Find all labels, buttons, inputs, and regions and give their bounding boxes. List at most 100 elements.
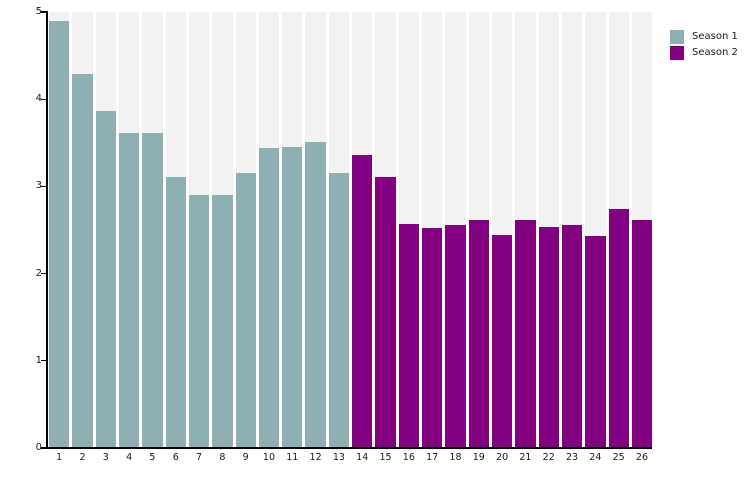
x-tick-label: 3 xyxy=(102,452,109,463)
bar-5 xyxy=(142,133,163,448)
bar-12 xyxy=(305,141,326,448)
bar-backdrop-column xyxy=(538,12,559,448)
legend: Season 1 Season 2 xyxy=(670,30,738,60)
bar-15 xyxy=(375,176,396,448)
legend-label-season-1: Season 1 xyxy=(692,31,738,42)
x-tick-label: 22 xyxy=(542,452,555,463)
x-tick-label: 9 xyxy=(242,452,249,463)
bar-backdrop-column xyxy=(515,12,536,448)
y-tick-label: 0 xyxy=(35,442,42,453)
x-tick-label: 2 xyxy=(79,452,86,463)
x-tick-label: 4 xyxy=(126,452,133,463)
x-tick-label: 21 xyxy=(519,452,532,463)
bar-21 xyxy=(515,219,536,448)
bar-18 xyxy=(445,224,466,448)
bar-backdrop-column xyxy=(188,12,210,448)
bar-backdrop-column xyxy=(375,12,396,448)
bar-24 xyxy=(585,236,606,448)
bars-container xyxy=(49,12,653,448)
y-tick xyxy=(41,98,46,100)
y-tick xyxy=(41,272,46,275)
bar-9 xyxy=(235,173,256,448)
bar-backdrop-column xyxy=(95,12,116,448)
bar-backdrop-column xyxy=(72,12,93,448)
bar-2 xyxy=(72,73,93,448)
bar-backdrop-column xyxy=(49,12,70,448)
bar-20 xyxy=(491,235,513,448)
x-tick-label: 16 xyxy=(402,452,415,463)
bar-backdrop-column xyxy=(328,12,350,448)
bar-backdrop-column xyxy=(491,12,513,448)
bar-7 xyxy=(188,195,210,448)
y-tick-label: 5 xyxy=(35,6,42,17)
x-tick-label: 5 xyxy=(149,452,156,463)
x-tick-label: 12 xyxy=(309,452,322,463)
bar-19 xyxy=(468,220,489,448)
bar-17 xyxy=(422,228,443,448)
bar-23 xyxy=(561,224,583,448)
bar-26 xyxy=(631,219,653,448)
bar-3 xyxy=(95,110,116,448)
bar-backdrop-column xyxy=(608,12,629,448)
bar-backdrop-column xyxy=(352,12,373,448)
bar-10 xyxy=(258,148,280,448)
x-tick-label: 24 xyxy=(589,452,602,463)
x-tick-label: 25 xyxy=(612,452,625,463)
x-tick-label: 19 xyxy=(472,452,485,463)
y-tick xyxy=(41,447,46,449)
y-tick-label: 4 xyxy=(35,93,42,105)
y-tick-label: 1 xyxy=(35,354,42,366)
bar-25 xyxy=(608,209,629,448)
bar-22 xyxy=(538,227,559,448)
x-tick-label: 6 xyxy=(172,452,179,463)
bar-backdrop-column xyxy=(142,12,163,448)
legend-swatch-season-1-icon xyxy=(670,30,684,44)
bar-backdrop-column xyxy=(398,12,419,448)
y-tick-label: 2 xyxy=(35,267,42,279)
bar-backdrop-column xyxy=(305,12,326,448)
legend-swatch-season-2-icon xyxy=(670,46,684,60)
y-tick xyxy=(41,360,46,362)
bar-backdrop-column xyxy=(118,12,140,448)
bar-backdrop-column xyxy=(235,12,256,448)
x-tick-label: 20 xyxy=(496,452,509,463)
x-tick-label: 13 xyxy=(332,452,345,463)
x-tick-label: 17 xyxy=(426,452,439,463)
x-tick-label: 26 xyxy=(635,452,649,463)
bar-1 xyxy=(49,20,70,448)
x-tick-label: 7 xyxy=(196,452,203,463)
x-tick-label: 10 xyxy=(262,452,276,463)
bar-8 xyxy=(212,195,233,448)
x-tick-label: 23 xyxy=(565,452,579,463)
bar-11 xyxy=(282,147,303,448)
y-tick xyxy=(41,185,46,188)
bar-14 xyxy=(352,155,373,448)
bar-16 xyxy=(398,223,419,448)
bar-backdrop-column xyxy=(165,12,186,448)
bar-backdrop-column xyxy=(258,12,280,448)
x-tick-label: 15 xyxy=(379,452,392,463)
bar-13 xyxy=(328,173,350,448)
bar-backdrop-column xyxy=(631,12,653,448)
x-tick-label: 11 xyxy=(286,452,299,463)
bar-4 xyxy=(118,133,140,448)
bar-backdrop-column xyxy=(212,12,233,448)
bar-backdrop-column xyxy=(585,12,606,448)
x-axis-labels: 1 2 3 4 5 6 7 8 9 10 11 12 13 14 15 16 17 18 19 20 21 22 23 24 2… xyxy=(49,452,652,463)
legend-label-season-2: Season 2 xyxy=(692,47,738,58)
y-axis-line xyxy=(46,11,48,448)
bar-backdrop-column xyxy=(282,12,303,448)
bar-6 xyxy=(165,176,186,448)
x-tick-label: 18 xyxy=(449,452,462,463)
y-tick xyxy=(41,11,46,13)
legend-item-season-1: Season 1 xyxy=(670,30,738,44)
x-tick-label: 1 xyxy=(56,452,63,463)
bar-backdrop-column xyxy=(561,12,583,448)
x-axis-line xyxy=(46,447,652,449)
y-tick-label: 3 xyxy=(35,180,42,192)
legend-item-season-2: Season 2 xyxy=(670,46,738,60)
x-tick-label: 14 xyxy=(356,452,369,463)
x-tick-label: 8 xyxy=(219,452,226,463)
bar-backdrop-column xyxy=(468,12,489,448)
